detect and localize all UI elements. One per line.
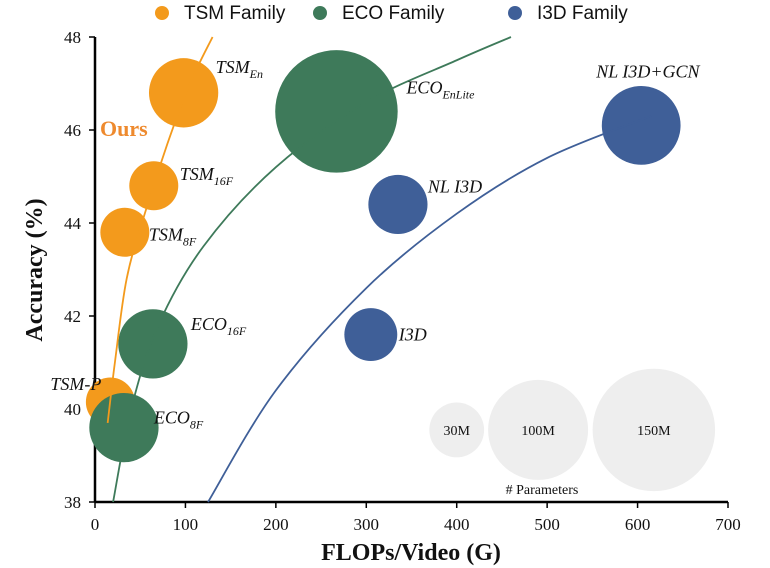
x-tick-label: 300	[354, 515, 380, 534]
data-bubble	[100, 207, 150, 257]
x-tick-label: 200	[263, 515, 289, 534]
y-tick-label: 40	[64, 400, 81, 419]
point-label: NL I3D	[427, 176, 482, 196]
point-label: TSMEn	[216, 57, 263, 81]
y-tick-label: 42	[64, 307, 81, 326]
y-tick-label: 46	[64, 121, 81, 140]
size-reference-bubble	[429, 402, 485, 458]
trend-curve	[106, 36, 214, 424]
point-label: ECO16F	[190, 314, 247, 338]
trend-curve	[207, 115, 652, 503]
data-bubble	[89, 392, 159, 463]
data-bubble	[368, 174, 428, 234]
y-tick-label: 44	[64, 214, 82, 233]
y-axis-title: Accuracy (%)	[22, 198, 48, 341]
size-reference-bubble	[592, 368, 716, 492]
legend-label-i3d: I3D Family	[537, 3, 628, 24]
point-label: ECO8F	[153, 408, 204, 432]
size-reference-label: 30M	[443, 424, 470, 439]
parameters-legend-title: # Parameters	[506, 483, 579, 498]
size-reference-label: 150M	[637, 424, 671, 439]
x-tick-label: 500	[534, 515, 560, 534]
point-label: TSM-P	[50, 374, 101, 394]
legend: TSM Family ECO Family I3D Family	[155, 3, 628, 24]
x-axis-title: FLOPs/Video (G)	[321, 540, 501, 566]
x-tick-label: 700	[715, 515, 741, 534]
y-tick-label: 38	[64, 493, 81, 512]
legend-label-tsm: TSM Family	[184, 3, 286, 24]
point-label: TSM16F	[180, 164, 234, 188]
x-tick-label: 0	[91, 515, 100, 534]
point-label: I3D	[398, 325, 427, 345]
trend-curve	[112, 36, 512, 503]
x-tick-label: 400	[444, 515, 470, 534]
ours-annotation: Ours	[100, 116, 148, 141]
data-bubble	[275, 50, 398, 173]
legend-marker-i3d	[508, 6, 522, 20]
point-label: TSM8F	[149, 224, 197, 248]
legend-label-eco: ECO Family	[342, 3, 445, 24]
legend-marker-tsm	[155, 6, 169, 20]
data-bubble	[601, 85, 681, 165]
data-bubble	[344, 308, 398, 362]
point-label: ECOEnLite	[405, 77, 475, 101]
x-tick-label: 100	[173, 515, 199, 534]
x-tick-label: 600	[625, 515, 651, 534]
data-bubble	[148, 58, 219, 128]
point-label: NL I3D+GCN	[595, 61, 700, 81]
y-tick-label: 48	[64, 28, 81, 47]
size-reference-bubble	[488, 379, 589, 480]
size-reference-label: 100M	[521, 424, 555, 439]
data-bubble	[118, 309, 188, 379]
legend-marker-eco	[313, 6, 327, 20]
